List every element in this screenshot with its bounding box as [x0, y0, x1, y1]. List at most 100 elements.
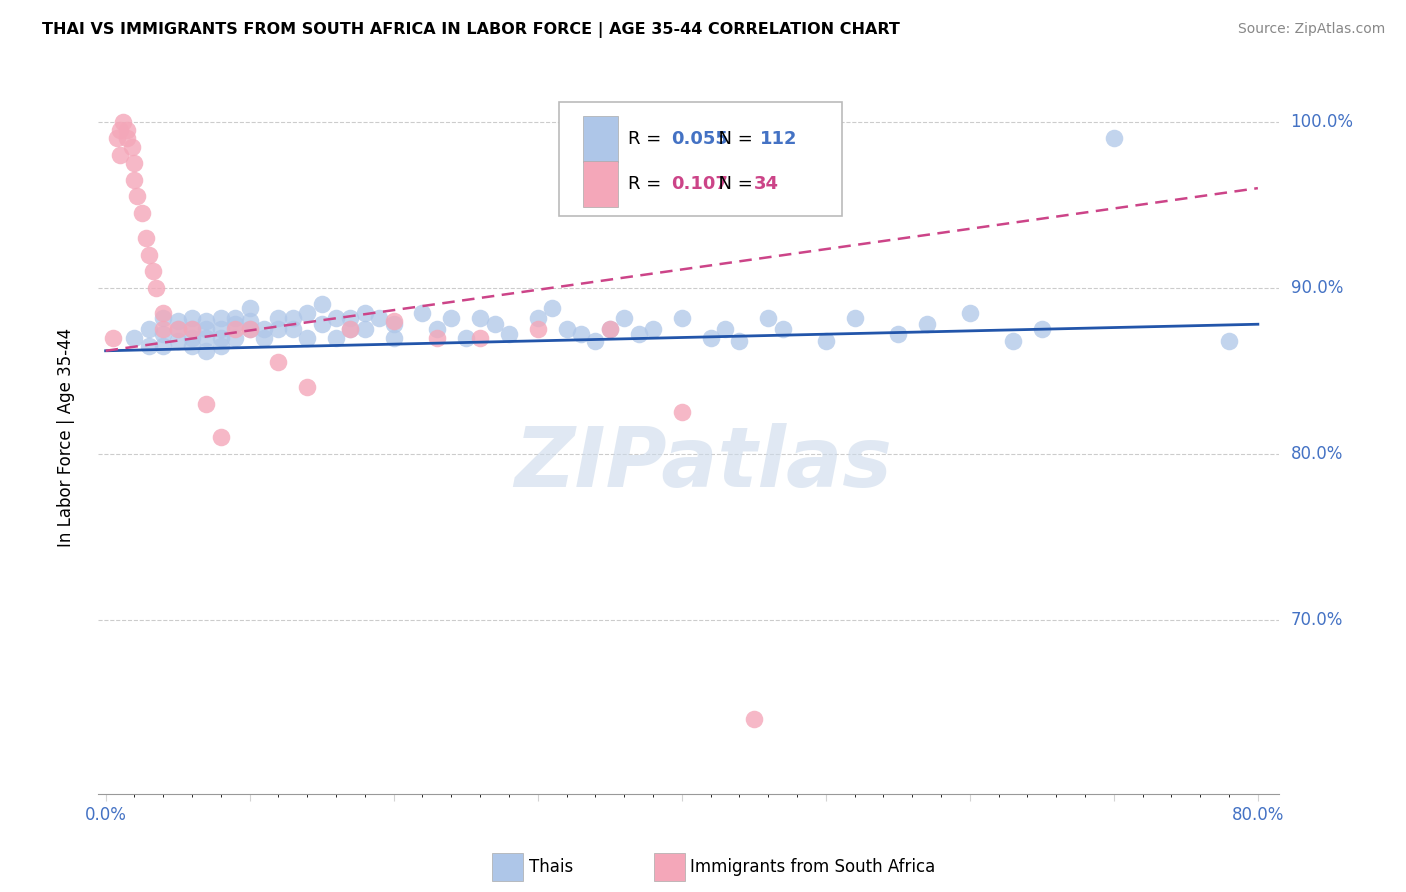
Text: N =: N = — [707, 130, 758, 148]
FancyBboxPatch shape — [582, 116, 619, 162]
Point — [297, 305, 319, 319]
Point — [101, 330, 124, 344]
Point — [152, 305, 174, 319]
Point — [111, 115, 134, 129]
Point — [166, 322, 188, 336]
Point — [209, 330, 232, 344]
Point — [121, 139, 143, 153]
Point — [209, 430, 232, 444]
Text: ZIPatlas: ZIPatlas — [515, 424, 891, 504]
Point — [440, 310, 463, 325]
Point — [468, 330, 491, 344]
Point — [1031, 322, 1053, 336]
Point — [468, 310, 491, 325]
Point — [105, 131, 128, 145]
Point — [541, 301, 564, 315]
Point — [181, 330, 204, 344]
Point — [131, 206, 153, 220]
Point — [267, 322, 290, 336]
Y-axis label: In Labor Force | Age 35-44: In Labor Force | Age 35-44 — [56, 327, 75, 547]
Point — [166, 314, 188, 328]
Point — [224, 322, 246, 336]
Point — [239, 301, 262, 315]
Text: 112: 112 — [759, 130, 797, 148]
Point — [281, 322, 304, 336]
Point — [124, 173, 146, 187]
Point — [411, 305, 433, 319]
Point — [253, 322, 276, 336]
Point — [108, 148, 131, 162]
Point — [267, 310, 290, 325]
Point — [311, 297, 333, 311]
Point — [699, 330, 721, 344]
Point — [555, 322, 578, 336]
Text: 34: 34 — [754, 175, 779, 193]
Point — [239, 322, 262, 336]
Point — [195, 322, 218, 336]
Point — [224, 310, 246, 325]
Point — [484, 317, 506, 331]
Point — [671, 405, 693, 419]
Point — [599, 322, 621, 336]
Point — [382, 317, 405, 331]
Point — [152, 327, 174, 342]
Text: Immigrants from South Africa: Immigrants from South Africa — [690, 858, 935, 876]
Point — [181, 322, 204, 336]
Point — [354, 305, 377, 319]
Text: 0.107: 0.107 — [671, 175, 728, 193]
Point — [311, 317, 333, 331]
Point — [297, 330, 319, 344]
Point — [108, 123, 131, 137]
Point — [498, 327, 520, 342]
Text: 100.0%: 100.0% — [1291, 112, 1354, 131]
Point — [115, 131, 138, 145]
Point — [742, 712, 765, 726]
Point — [772, 322, 794, 336]
Point — [728, 334, 751, 348]
Point — [526, 310, 548, 325]
Text: Thais: Thais — [529, 858, 572, 876]
Point — [181, 322, 204, 336]
Point — [627, 327, 650, 342]
Point — [426, 322, 449, 336]
Point — [454, 330, 477, 344]
Point — [325, 310, 347, 325]
Point — [209, 339, 232, 353]
Point — [195, 330, 218, 344]
Point — [181, 310, 204, 325]
Point — [814, 334, 837, 348]
Point — [195, 314, 218, 328]
Point — [138, 247, 160, 261]
Point — [426, 330, 449, 344]
Point — [152, 339, 174, 353]
Point — [115, 123, 138, 137]
FancyBboxPatch shape — [560, 102, 842, 216]
Point — [671, 310, 693, 325]
Point — [195, 397, 218, 411]
Point — [339, 310, 361, 325]
Point — [152, 310, 174, 325]
Point — [1102, 131, 1125, 145]
Text: THAI VS IMMIGRANTS FROM SOUTH AFRICA IN LABOR FORCE | AGE 35-44 CORRELATION CHAR: THAI VS IMMIGRANTS FROM SOUTH AFRICA IN … — [42, 22, 900, 38]
Point — [339, 322, 361, 336]
Text: N =: N = — [707, 175, 758, 193]
Point — [124, 156, 146, 170]
Text: 0.055: 0.055 — [671, 130, 728, 148]
Point — [382, 330, 405, 344]
Point — [267, 355, 290, 369]
Point — [281, 310, 304, 325]
Point — [138, 322, 160, 336]
Point — [583, 334, 606, 348]
Point — [124, 330, 146, 344]
Point — [844, 310, 866, 325]
Point — [756, 310, 779, 325]
Point — [195, 343, 218, 358]
FancyBboxPatch shape — [582, 161, 619, 207]
Point — [714, 322, 737, 336]
Point — [641, 322, 664, 336]
Point — [354, 322, 377, 336]
Point — [959, 305, 981, 319]
Point — [1218, 334, 1240, 348]
Point — [382, 314, 405, 328]
Point — [569, 327, 592, 342]
